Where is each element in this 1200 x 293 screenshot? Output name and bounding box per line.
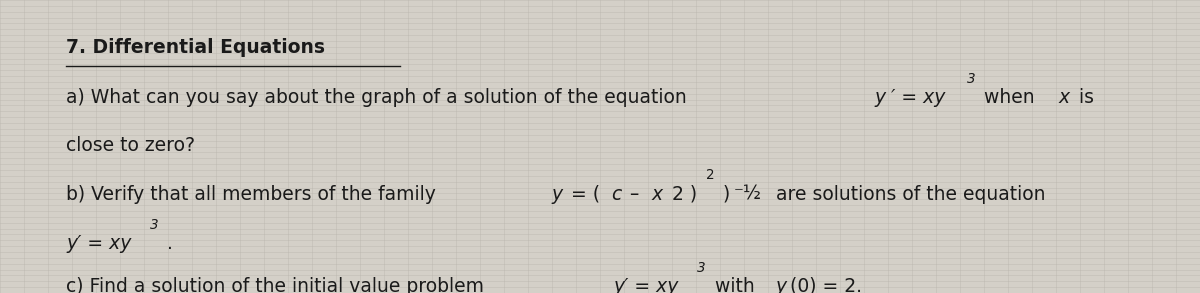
Text: 2: 2 xyxy=(706,168,714,183)
Text: ⁻½: ⁻½ xyxy=(734,185,762,204)
Text: b) Verify that all members of the family: b) Verify that all members of the family xyxy=(66,185,442,204)
Text: 7. Differential Equations: 7. Differential Equations xyxy=(66,38,325,57)
Text: y ′ = xy: y ′ = xy xyxy=(875,88,946,107)
Text: 3: 3 xyxy=(150,218,158,232)
Text: a) What can you say about the graph of a solution of the equation: a) What can you say about the graph of a… xyxy=(66,88,692,107)
Text: x: x xyxy=(652,185,662,204)
Text: y: y xyxy=(551,185,562,204)
Text: close to zero?: close to zero? xyxy=(66,136,194,155)
Text: when: when xyxy=(978,88,1040,107)
Text: 3: 3 xyxy=(697,261,706,275)
Text: y: y xyxy=(775,277,786,293)
Text: 3: 3 xyxy=(967,72,976,86)
Text: are solutions of the equation: are solutions of the equation xyxy=(770,185,1046,204)
Text: with: with xyxy=(708,277,761,293)
Text: = (: = ( xyxy=(565,185,600,204)
Text: c) Find a solution of the initial value problem: c) Find a solution of the initial value … xyxy=(66,277,490,293)
Text: –: – xyxy=(624,185,646,204)
Text: y′ = xy: y′ = xy xyxy=(66,234,131,253)
Text: y′ = xy: y′ = xy xyxy=(613,277,678,293)
Text: (0) = 2.: (0) = 2. xyxy=(790,277,862,293)
Text: 2 ): 2 ) xyxy=(666,185,697,204)
Text: ): ) xyxy=(716,185,731,204)
Text: is: is xyxy=(1073,88,1094,107)
Text: c: c xyxy=(611,185,620,204)
Text: .: . xyxy=(162,234,173,253)
Text: x: x xyxy=(1058,88,1070,107)
